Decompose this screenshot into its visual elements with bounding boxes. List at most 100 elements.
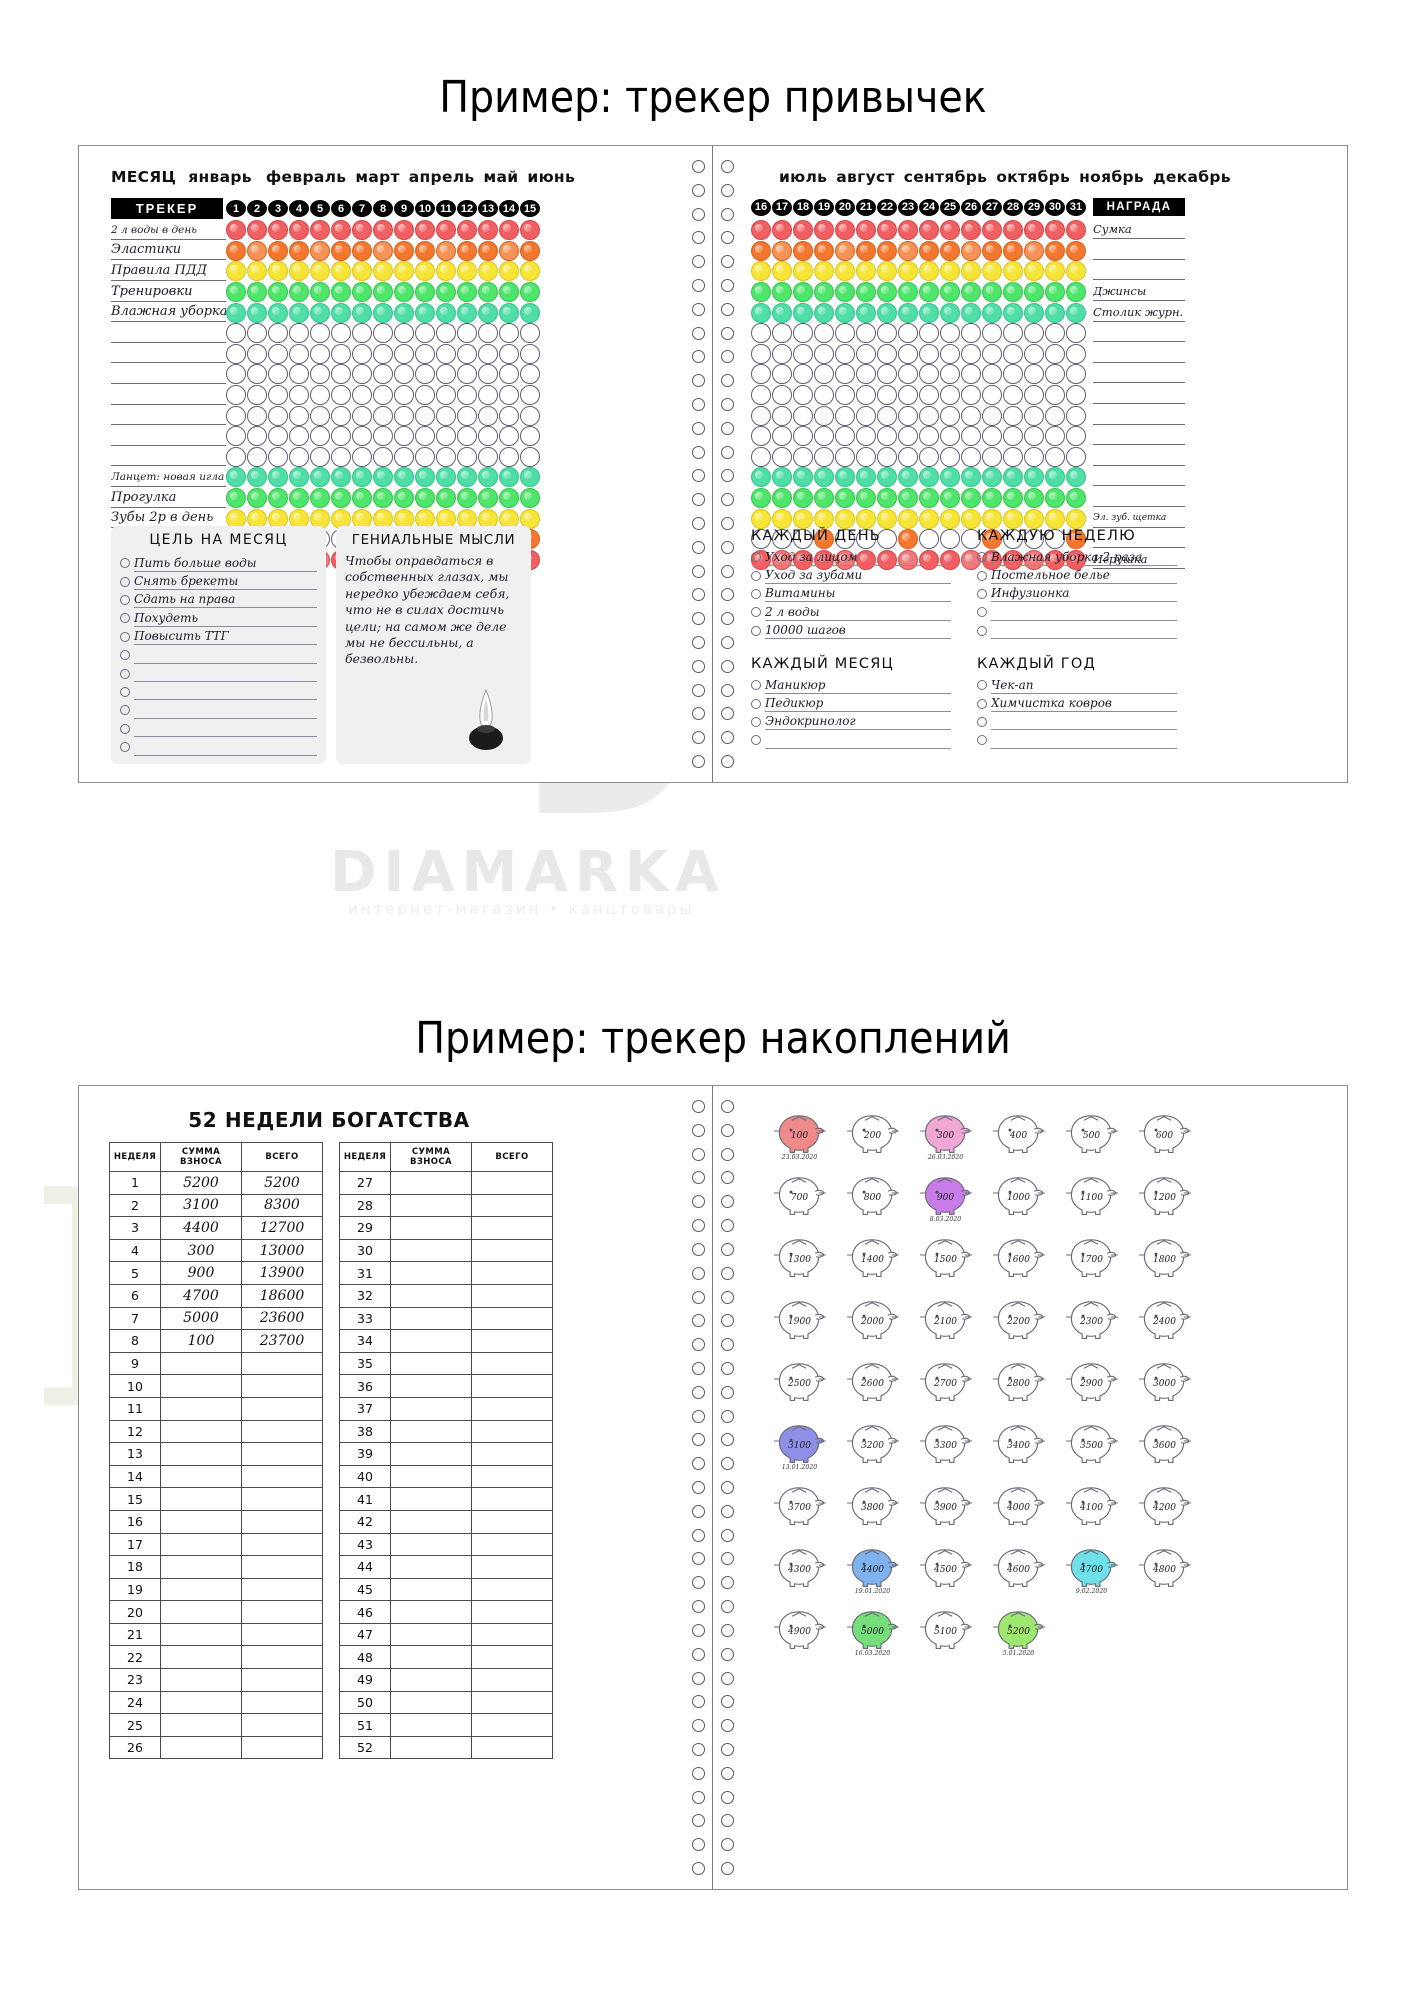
cell-contribution[interactable]: 300: [160, 1238, 242, 1263]
piggy-bank-item[interactable]: 2300: [1055, 1292, 1128, 1354]
habit-day-dot[interactable]: [436, 302, 456, 323]
checkbox-circle-icon[interactable]: [977, 735, 987, 746]
piggy-bank-item[interactable]: 1900: [763, 1292, 836, 1354]
habit-day-dot[interactable]: [1003, 385, 1023, 406]
cell-contribution[interactable]: [160, 1713, 242, 1737]
habit-day-dot[interactable]: [268, 405, 288, 426]
habit-day-dot[interactable]: [751, 364, 771, 385]
habit-day-dot[interactable]: [877, 364, 897, 385]
month-option-august[interactable]: август: [836, 168, 895, 186]
habit-day-dot[interactable]: [1066, 240, 1086, 261]
piggy-bank-item[interactable]: 3200: [836, 1416, 909, 1478]
cell-total[interactable]: [241, 1396, 323, 1421]
habit-day-dot[interactable]: [331, 343, 351, 364]
habit-day-dot[interactable]: [520, 508, 540, 529]
habit-day-dot[interactable]: [919, 467, 939, 488]
checklist-item[interactable]: Снять брекеты: [120, 572, 317, 591]
habit-name[interactable]: 2 л воды в день: [111, 221, 226, 240]
cell-contribution[interactable]: [390, 1351, 472, 1376]
habit-day-dot[interactable]: [478, 302, 498, 323]
checklist-item[interactable]: Похудеть: [120, 609, 317, 627]
habit-day-dot[interactable]: [247, 405, 267, 426]
checkbox-circle-icon[interactable]: [751, 698, 761, 709]
habit-day-dot[interactable]: [751, 385, 771, 406]
habit-day-dot[interactable]: [793, 385, 813, 406]
habit-name[interactable]: Влажная уборка: [111, 303, 226, 323]
piggy-bank-item[interactable]: 300 26.03.2020: [909, 1106, 982, 1168]
piggy-bank-item[interactable]: 3300: [909, 1416, 982, 1478]
habit-day-dot[interactable]: [961, 508, 981, 529]
habit-day-dot[interactable]: [310, 385, 330, 406]
checkbox-circle-icon[interactable]: [120, 686, 130, 697]
month-option-november[interactable]: ноябрь: [1079, 168, 1144, 186]
habit-day-dot[interactable]: [1045, 446, 1065, 467]
piggy-bank-item[interactable]: 2400: [1128, 1292, 1201, 1354]
habit-day-dot[interactable]: [793, 302, 813, 323]
habit-day-dot[interactable]: [226, 467, 246, 488]
habit-day-dot[interactable]: [499, 323, 519, 344]
habit-day-dot[interactable]: [478, 323, 498, 344]
habit-day-dot[interactable]: [856, 220, 876, 241]
habit-day-dot[interactable]: [751, 405, 771, 426]
habit-day-dot[interactable]: [919, 220, 939, 241]
checkbox-circle-icon[interactable]: [120, 594, 130, 605]
habit-day-dot[interactable]: [268, 323, 288, 344]
habit-day-dot[interactable]: [898, 446, 918, 467]
habit-day-dot[interactable]: [856, 467, 876, 488]
habit-day-dot[interactable]: [919, 488, 939, 509]
habit-day-dot[interactable]: [856, 343, 876, 364]
habit-day-dot[interactable]: [835, 364, 855, 385]
habit-day-dot[interactable]: [919, 240, 939, 261]
habit-day-dot[interactable]: [856, 488, 876, 509]
habit-day-dot[interactable]: [268, 508, 288, 529]
cell-contribution[interactable]: [160, 1668, 242, 1692]
habit-day-dot[interactable]: [961, 529, 981, 550]
habit-day-dot[interactable]: [478, 282, 498, 303]
habit-day-dot[interactable]: [961, 467, 981, 488]
habit-day-dot[interactable]: [751, 220, 771, 241]
habit-day-dot[interactable]: [1066, 529, 1086, 550]
habit-day-dot[interactable]: [919, 508, 939, 529]
habit-day-dot[interactable]: [1066, 302, 1086, 323]
habit-day-dot[interactable]: [877, 508, 897, 529]
habit-day-dot[interactable]: [982, 302, 1002, 323]
habit-day-dot[interactable]: [436, 323, 456, 344]
habit-day-dot[interactable]: [268, 302, 288, 323]
habit-day-dot[interactable]: [1045, 364, 1065, 385]
habit-day-dot[interactable]: [226, 282, 246, 303]
cell-contribution[interactable]: [160, 1555, 242, 1579]
habit-day-dot[interactable]: [814, 364, 834, 385]
cell-contribution[interactable]: [160, 1509, 242, 1534]
month-option-september[interactable]: сентябрь: [903, 168, 988, 186]
cell-total[interactable]: 5200: [241, 1171, 323, 1195]
habit-day-dot[interactable]: [478, 467, 498, 488]
habit-day-dot[interactable]: [394, 488, 414, 509]
habit-day-dot[interactable]: [793, 343, 813, 364]
habit-day-dot[interactable]: [457, 446, 477, 467]
cell-contribution[interactable]: [390, 1216, 472, 1240]
habit-day-dot[interactable]: [457, 405, 477, 426]
habit-day-dot[interactable]: [877, 405, 897, 426]
habit-reward[interactable]: [1093, 242, 1185, 260]
habit-day-dot[interactable]: [499, 467, 519, 488]
habit-reward[interactable]: [1093, 262, 1185, 281]
habit-day-dot[interactable]: [1024, 220, 1044, 241]
cell-total[interactable]: 13900: [241, 1261, 323, 1285]
habit-day-dot[interactable]: [835, 302, 855, 323]
habit-day-dot[interactable]: [331, 282, 351, 303]
habit-day-dot[interactable]: [373, 364, 393, 385]
habit-day-dot[interactable]: [856, 323, 876, 344]
habit-day-dot[interactable]: [310, 282, 330, 303]
habit-day-dot[interactable]: [457, 467, 477, 488]
cell-total[interactable]: [471, 1713, 553, 1737]
habit-day-dot[interactable]: [898, 343, 918, 364]
cell-total[interactable]: [471, 1396, 553, 1421]
habit-day-dot[interactable]: [961, 261, 981, 282]
habit-day-dot[interactable]: [394, 385, 414, 406]
habit-day-dot[interactable]: [1003, 529, 1023, 550]
habit-day-dot[interactable]: [1003, 302, 1023, 323]
habit-day-dot[interactable]: [520, 302, 540, 323]
cell-contribution[interactable]: [160, 1374, 242, 1398]
piggy-bank-item[interactable]: 3500: [1055, 1416, 1128, 1478]
checkbox-circle-icon[interactable]: [751, 716, 761, 727]
